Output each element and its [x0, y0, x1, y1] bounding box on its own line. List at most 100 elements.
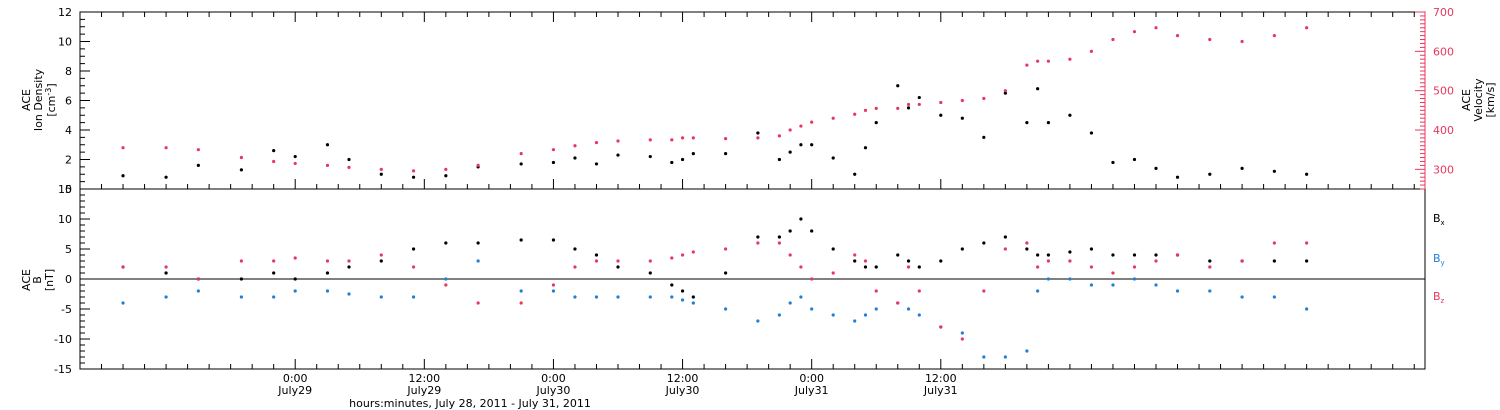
density-point [1305, 172, 1309, 176]
velocity-point [756, 136, 760, 140]
density-point [874, 121, 878, 125]
velocity-point [196, 148, 200, 152]
bx-point [616, 265, 620, 269]
bz-point [325, 259, 330, 263]
bx-point [476, 241, 480, 245]
bz-point [863, 259, 868, 263]
velocity-tick-label: 600 [1433, 45, 1454, 58]
velocity-point [724, 137, 728, 141]
bz-point [982, 289, 986, 293]
density-point [917, 95, 921, 100]
density-point [121, 174, 125, 178]
by-point [444, 277, 448, 281]
bz-point [594, 259, 599, 263]
legend-by: By [1433, 252, 1445, 267]
density-point [551, 160, 556, 165]
by-point [519, 289, 523, 293]
by-point [1175, 289, 1180, 293]
velocity-tick-label: 300 [1433, 163, 1454, 176]
by-point [411, 295, 416, 299]
density-tick-label: 6 [65, 95, 72, 108]
bx-point [799, 217, 803, 221]
bz-point [444, 283, 448, 287]
b-axis-label: ACE B [nT] [20, 269, 56, 291]
velocity-point [1154, 26, 1158, 30]
density-point [164, 175, 168, 179]
by-point [906, 307, 911, 311]
by-point [1111, 283, 1115, 287]
density-point [1046, 121, 1050, 125]
time-tick-label: 12:00 [667, 372, 699, 385]
bx-point [906, 259, 911, 263]
by-point [831, 313, 835, 317]
velocity-point [1036, 59, 1040, 63]
density-tick-label: 4 [65, 124, 72, 137]
bx-point [756, 235, 760, 239]
density-point [831, 156, 835, 160]
bx-point [293, 277, 297, 281]
density-point [1089, 131, 1094, 135]
by-point [756, 319, 760, 323]
date-tick-label: July30 [665, 384, 700, 397]
velocity-point [121, 146, 125, 150]
by-point [476, 259, 480, 263]
velocity-point [863, 108, 868, 112]
density-point [863, 146, 868, 150]
density-point [1111, 160, 1115, 165]
velocity-point [347, 165, 351, 169]
bx-point [272, 271, 276, 275]
velocity-label-unit: [km/s] [1484, 82, 1497, 117]
density-point [670, 160, 674, 165]
bz-point [616, 259, 620, 263]
bz-point [939, 325, 943, 329]
density-point [379, 172, 383, 176]
density-point [272, 149, 276, 153]
bx-point [1154, 253, 1158, 257]
density-point [939, 113, 943, 117]
bz-point [777, 241, 782, 245]
by-point [1089, 283, 1094, 287]
density-point [1240, 166, 1244, 170]
density-point [1068, 113, 1072, 117]
by-point [982, 355, 986, 359]
density-point [756, 131, 760, 135]
b-tick-label: -10 [54, 333, 72, 346]
velocity-point [239, 155, 243, 160]
bx-point [1305, 259, 1309, 263]
by-point [810, 307, 814, 311]
by-point [863, 313, 868, 317]
density-point [196, 163, 200, 167]
date-tick-label: July29 [277, 384, 312, 397]
density-point [906, 106, 911, 110]
by-point [379, 295, 383, 299]
date-tick-label: July30 [536, 384, 571, 397]
date-tick-label: July29 [406, 384, 441, 397]
bx-point [551, 238, 556, 242]
velocity-point [1003, 89, 1007, 93]
bx-point [670, 283, 674, 287]
density-tick-label: 0 [65, 183, 72, 196]
by-point [272, 295, 276, 299]
by-point [573, 295, 577, 299]
bz-point [164, 265, 168, 269]
time-tick-label: 12:00 [925, 372, 957, 385]
bx-point [1003, 235, 1007, 239]
velocity-point [1111, 37, 1115, 42]
bz-point [272, 259, 276, 263]
bx-point [788, 229, 792, 233]
by-point [293, 289, 297, 293]
bz-point [121, 265, 125, 269]
bx-point [594, 253, 599, 257]
bz-point [476, 301, 480, 305]
density-point [444, 174, 448, 178]
velocity-point [272, 159, 276, 164]
velocity-point [1305, 26, 1309, 30]
velocity-point [379, 167, 383, 171]
bx-point [777, 235, 782, 239]
bz-point [1154, 259, 1158, 263]
bz-point [411, 265, 416, 269]
by-point [691, 301, 695, 305]
bx-point [1036, 253, 1040, 257]
by-point [1025, 349, 1029, 353]
by-point [325, 289, 330, 293]
